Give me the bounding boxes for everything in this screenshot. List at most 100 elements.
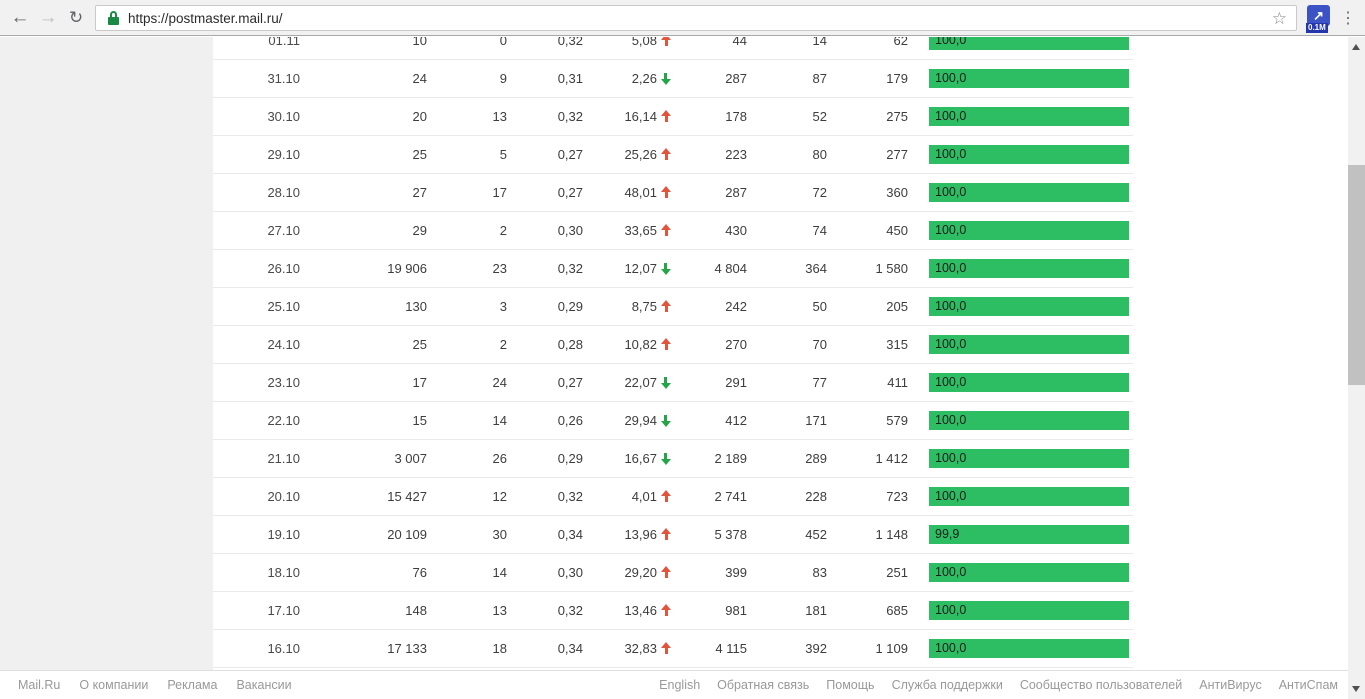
footer-link-antispam[interactable]: АнтиСпам (1278, 678, 1338, 692)
scroll-up-arrow-icon[interactable] (1352, 44, 1360, 50)
table-row: 20.10 15 427 12 0,32 4,01 2 741 228 723 … (213, 478, 1133, 516)
value-cell: 1 580 (875, 261, 908, 276)
table-row: 29.10 25 5 0,27 25,26 223 80 277 100,0 (213, 136, 1133, 174)
forward-button[interactable]: → (38, 7, 58, 28)
value-cell: 270 (725, 337, 747, 352)
bar-cell: 100,0 (908, 411, 1133, 430)
value-cell: 181 (805, 603, 827, 618)
footer-link-company[interactable]: О компании (79, 678, 149, 692)
percent-cell: 16,67 (583, 451, 671, 466)
trend-arrow-icon (661, 110, 671, 123)
reload-button[interactable]: ↻ (68, 8, 84, 27)
value-cell: 20 109 (387, 527, 427, 542)
value-cell: 14 (492, 413, 507, 428)
bar-cell: 100,0 (908, 297, 1133, 316)
value-cell: 4 804 (714, 261, 747, 276)
footer-link-ads[interactable]: Реклама (167, 678, 218, 692)
address-bar[interactable]: https://postmaster.mail.ru/ ☆ (95, 5, 1297, 31)
value-cell: 0,30 (557, 223, 583, 238)
footer-link-help[interactable]: Помощь (826, 678, 875, 692)
value-cell: 52 (812, 109, 827, 124)
value-cell: 0,31 (557, 71, 583, 86)
bar-cell: 100,0 (908, 259, 1133, 278)
percent-value: 25,26 (624, 147, 657, 162)
value-cell: 1 109 (875, 641, 908, 656)
date-cell: 23.10 (267, 375, 300, 390)
progress-bar: 100,0 (929, 259, 1129, 278)
percent-cell: 29,20 (583, 565, 671, 580)
bar-cell: 100,0 (908, 601, 1133, 620)
bookmark-star-icon[interactable]: ☆ (1271, 8, 1287, 28)
table-row: 31.10 24 9 0,31 2,26 287 87 179 100,0 (213, 60, 1133, 98)
value-cell: 171 (805, 413, 827, 428)
percent-value: 13,96 (624, 527, 657, 542)
url-text[interactable]: https://postmaster.mail.ru/ (128, 10, 283, 26)
value-cell: 17 (412, 375, 427, 390)
table-row: 28.10 27 17 0,27 48,01 287 72 360 100,0 (213, 174, 1133, 212)
value-cell: 44 (732, 37, 747, 48)
footer-link-community[interactable]: Сообщество пользователей (1019, 678, 1183, 692)
date-cell: 16.10 (267, 641, 300, 656)
extension-icon[interactable]: ↗ (1307, 5, 1330, 26)
value-cell: 287 (725, 185, 747, 200)
scrollbar-thumb[interactable] (1348, 165, 1365, 385)
trend-arrow-icon (661, 262, 671, 275)
scrollbar[interactable] (1348, 37, 1365, 699)
footer-link-feedback[interactable]: Обратная связь (717, 678, 810, 692)
value-cell: 178 (725, 109, 747, 124)
trend-arrow-icon (661, 642, 671, 655)
percent-value: 13,46 (624, 603, 657, 618)
footer-link-antivirus[interactable]: АнтиВирус (1199, 678, 1262, 692)
value-cell: 0,32 (557, 261, 583, 276)
scroll-down-arrow-icon[interactable] (1352, 686, 1360, 692)
trend-arrow-icon (661, 186, 671, 199)
value-cell: 148 (405, 603, 427, 618)
value-cell: 0,29 (557, 299, 583, 314)
percent-value: 48,01 (624, 185, 657, 200)
bar-cell: 100,0 (908, 107, 1133, 126)
footer-link-english[interactable]: English (659, 678, 701, 692)
percent-cell: 2,26 (583, 71, 671, 86)
value-cell: 14 (812, 37, 827, 48)
bar-cell: 100,0 (908, 487, 1133, 506)
percent-cell: 25,26 (583, 147, 671, 162)
value-cell: 275 (886, 109, 908, 124)
value-cell: 399 (725, 565, 747, 580)
value-cell: 130 (405, 299, 427, 314)
back-button[interactable]: ← (10, 7, 30, 28)
footer-link-support[interactable]: Служба поддержки (891, 678, 1003, 692)
progress-bar: 100,0 (929, 563, 1129, 582)
trend-arrow-icon (661, 566, 671, 579)
value-cell: 29 (412, 223, 427, 238)
value-cell: 26 (492, 451, 507, 466)
progress-bar: 100,0 (929, 373, 1129, 392)
percent-cell: 48,01 (583, 185, 671, 200)
date-cell: 28.10 (267, 185, 300, 200)
value-cell: 17 (492, 185, 507, 200)
progress-bar: 100,0 (929, 145, 1129, 164)
bar-cell: 100,0 (908, 373, 1133, 392)
value-cell: 0,32 (557, 489, 583, 504)
value-cell: 17 133 (387, 641, 427, 656)
progress-bar: 100,0 (929, 221, 1129, 240)
footer-link-jobs[interactable]: Вакансии (236, 678, 292, 692)
percent-value: 29,94 (624, 413, 657, 428)
bar-cell: 100,0 (908, 221, 1133, 240)
trend-arrow-icon (661, 604, 671, 617)
date-cell: 20.10 (267, 489, 300, 504)
percent-cell: 22,07 (583, 375, 671, 390)
value-cell: 0,29 (557, 451, 583, 466)
value-cell: 360 (886, 185, 908, 200)
percent-cell: 4,01 (583, 489, 671, 504)
value-cell: 981 (725, 603, 747, 618)
footer-link-mailru[interactable]: Mail.Ru (18, 678, 61, 692)
progress-bar: 100,0 (929, 297, 1129, 316)
extension-badge: 0.1M (1306, 23, 1328, 33)
percent-value: 4,01 (631, 489, 657, 504)
value-cell: 277 (886, 147, 908, 162)
value-cell: 0,34 (557, 641, 583, 656)
browser-menu-icon[interactable]: ⋮ (1340, 10, 1356, 27)
date-cell: 19.10 (267, 527, 300, 542)
progress-bar: 99,9 (929, 525, 1129, 544)
date-cell: 22.10 (267, 413, 300, 428)
